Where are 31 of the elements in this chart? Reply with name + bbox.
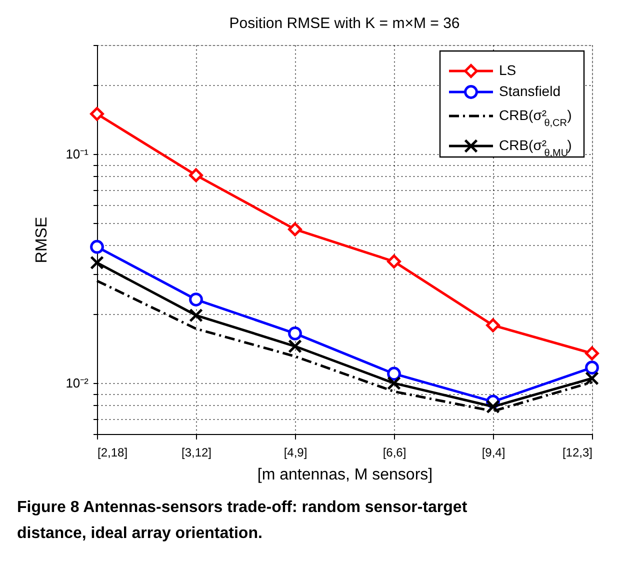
point [585,371,599,386]
x-tick-label: [4,9] [284,446,308,460]
caption: Figure 8 Antennas-sensors trade-off: random sensor-target distance, ideal array orientation. [17,499,468,542]
point [486,318,500,332]
y-axis-title: RMSE [34,216,51,264]
x-tick-label: [3,12] [181,446,212,460]
x-tick-label: [9,4] [482,446,506,460]
point [585,346,599,360]
x-tick-label: [2,18] [98,446,128,460]
x-tick-label: [12,3] [562,446,592,460]
point [387,376,401,390]
legend-label: Stansfield [499,83,560,99]
y-tick-label: 10⁻² [66,376,90,391]
point [90,106,104,121]
y-tick-label: 10⁻¹ [66,146,90,162]
legend-label: LS [499,62,516,78]
point [387,366,401,381]
point [189,308,203,322]
x-tick-label: [6,6] [382,446,406,460]
chart-title: Position RMSE with K = m×M = 36 [229,15,460,32]
point [90,256,104,270]
point [387,254,401,268]
point [189,292,203,306]
point [486,400,500,414]
point [288,326,302,340]
point [90,240,104,254]
x-axis-title: [m antennas, M sensors] [257,466,433,484]
point [585,360,599,375]
point [288,222,302,236]
point [288,339,302,354]
point [189,168,203,182]
